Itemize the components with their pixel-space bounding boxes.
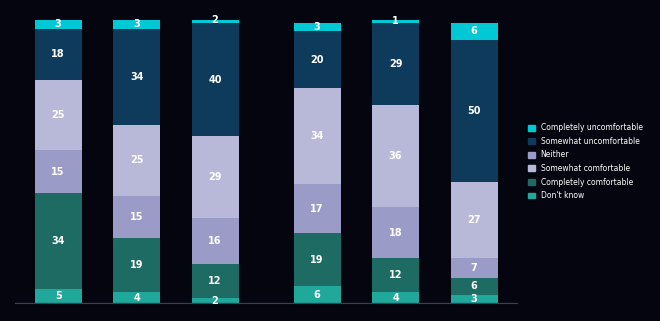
Text: 6: 6 xyxy=(314,290,321,300)
Bar xyxy=(34,80,82,151)
Text: 15: 15 xyxy=(51,167,65,177)
Bar xyxy=(113,238,160,292)
Bar xyxy=(34,289,82,303)
Bar xyxy=(372,207,419,258)
Text: 6: 6 xyxy=(471,282,477,291)
Text: 15: 15 xyxy=(130,212,143,222)
Bar xyxy=(451,40,498,182)
Bar xyxy=(372,105,419,207)
Bar xyxy=(191,298,239,303)
Text: 1: 1 xyxy=(392,16,399,26)
Bar xyxy=(34,193,82,289)
Bar xyxy=(34,151,82,193)
Bar xyxy=(451,23,498,40)
Text: 12: 12 xyxy=(389,270,403,280)
Text: 2: 2 xyxy=(212,296,218,306)
Bar xyxy=(372,23,419,105)
Bar xyxy=(451,295,498,303)
Bar xyxy=(294,184,341,233)
Bar xyxy=(294,286,341,303)
Text: 27: 27 xyxy=(467,215,481,225)
Bar xyxy=(451,278,498,295)
Text: 17: 17 xyxy=(310,204,324,213)
Bar xyxy=(451,258,498,278)
Bar xyxy=(372,292,419,303)
Text: 34: 34 xyxy=(310,131,324,141)
Bar xyxy=(451,182,498,258)
Text: 19: 19 xyxy=(310,255,324,265)
Text: 18: 18 xyxy=(389,228,403,238)
Text: 40: 40 xyxy=(209,74,222,84)
Text: 3: 3 xyxy=(133,19,140,29)
Bar xyxy=(113,196,160,238)
Text: 50: 50 xyxy=(467,106,481,116)
Text: 19: 19 xyxy=(130,260,143,270)
Text: 5: 5 xyxy=(55,291,61,301)
Bar xyxy=(191,264,239,298)
Bar xyxy=(34,29,82,80)
Text: 4: 4 xyxy=(392,293,399,303)
Text: 16: 16 xyxy=(209,236,222,246)
Text: 36: 36 xyxy=(389,151,403,161)
Bar xyxy=(191,23,239,136)
Text: 7: 7 xyxy=(471,263,477,273)
Text: 29: 29 xyxy=(389,59,403,69)
Text: 18: 18 xyxy=(51,49,65,59)
Bar xyxy=(191,218,239,264)
Bar xyxy=(294,31,341,88)
Legend: Completely uncomfortable, Somewhat uncomfortable, Neither, Somewhat comfortable,: Completely uncomfortable, Somewhat uncom… xyxy=(526,121,645,203)
Text: 25: 25 xyxy=(130,155,143,165)
Text: 3: 3 xyxy=(314,22,321,32)
Bar xyxy=(372,258,419,292)
Bar xyxy=(113,125,160,196)
Bar xyxy=(372,20,419,23)
Bar xyxy=(113,292,160,303)
Text: 34: 34 xyxy=(51,236,65,246)
Bar xyxy=(294,88,341,184)
Bar xyxy=(294,233,341,286)
Text: 3: 3 xyxy=(471,294,477,304)
Text: 4: 4 xyxy=(133,293,140,303)
Bar xyxy=(191,17,239,23)
Text: 6: 6 xyxy=(471,26,477,36)
Bar xyxy=(34,20,82,29)
Text: 20: 20 xyxy=(310,55,324,65)
Text: 34: 34 xyxy=(130,72,143,82)
Text: 3: 3 xyxy=(55,19,61,29)
Text: 25: 25 xyxy=(51,110,65,120)
Bar xyxy=(191,136,239,218)
Text: 2: 2 xyxy=(212,15,218,25)
Text: 29: 29 xyxy=(209,172,222,182)
Bar xyxy=(113,20,160,29)
Text: 12: 12 xyxy=(209,276,222,286)
Bar xyxy=(113,29,160,125)
Bar xyxy=(294,23,341,31)
